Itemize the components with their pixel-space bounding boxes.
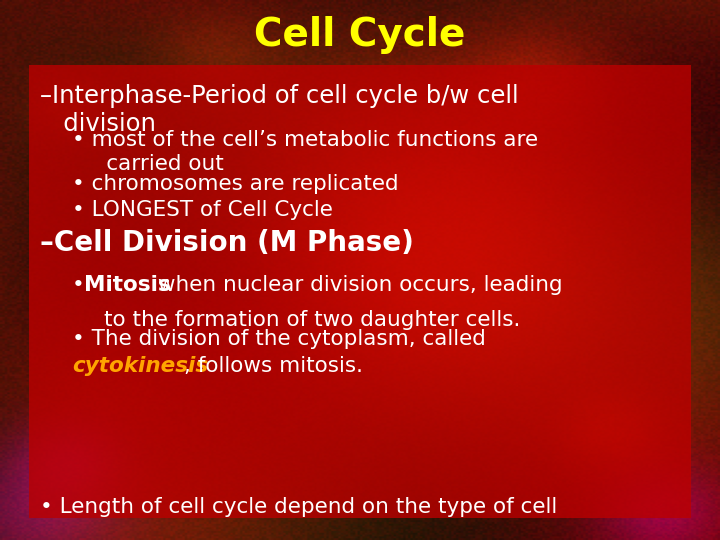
Text: –Cell Division (M Phase): –Cell Division (M Phase) <box>40 230 413 258</box>
FancyBboxPatch shape <box>29 65 691 518</box>
Text: , follows mitosis.: , follows mitosis. <box>184 356 363 376</box>
Text: • Length of cell cycle depend on the type of cell: • Length of cell cycle depend on the typ… <box>40 497 557 517</box>
Text: Cell Cycle: Cell Cycle <box>254 16 466 54</box>
Text: when nuclear division occurs, leading: when nuclear division occurs, leading <box>151 275 563 295</box>
Text: Mitosis: Mitosis <box>84 275 171 295</box>
Text: cytokinesis: cytokinesis <box>72 356 208 376</box>
Text: –Interphase-Period of cell cycle b/w cell
   division: –Interphase-Period of cell cycle b/w cel… <box>40 84 518 137</box>
Text: • chromosomes are replicated: • chromosomes are replicated <box>72 174 399 194</box>
Text: • LONGEST of Cell Cycle: • LONGEST of Cell Cycle <box>72 200 333 220</box>
Text: • The division of the cytoplasm, called: • The division of the cytoplasm, called <box>72 329 486 349</box>
Text: to the formation of two daughter cells.: to the formation of two daughter cells. <box>104 310 521 330</box>
Text: •: • <box>72 275 91 295</box>
Text: • most of the cell’s metabolic functions are
     carried out: • most of the cell’s metabolic functions… <box>72 130 538 173</box>
